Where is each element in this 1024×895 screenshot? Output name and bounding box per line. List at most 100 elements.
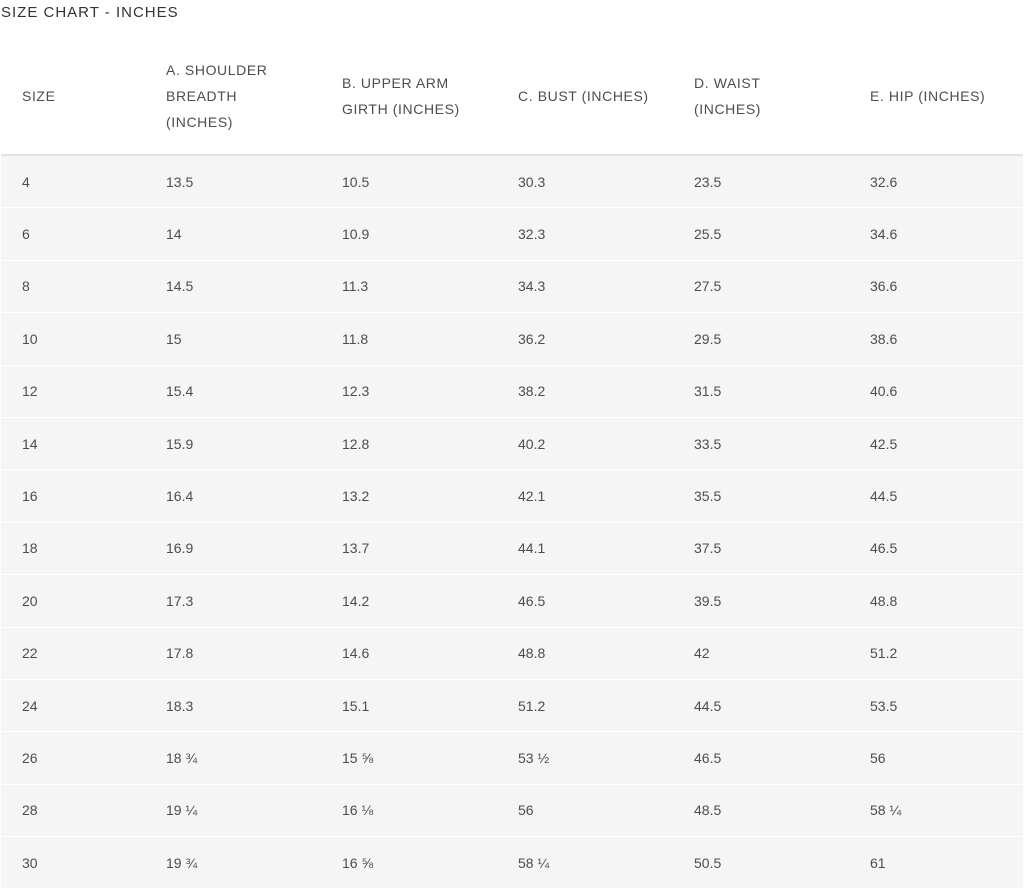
cell-bust: 51.2 [518, 697, 546, 714]
cell-waist: 50.5 [694, 854, 722, 871]
header-size: SIZE [22, 37, 162, 154]
cell-upper-arm-girth: 15.1 [342, 697, 370, 714]
cell-shoulder-breadth: 17.3 [166, 592, 194, 609]
table-row: 8 14.5 11.3 34.3 27.5 36.6 [1, 260, 1023, 314]
cell-shoulder-breadth: 14.5 [166, 278, 194, 295]
cell-upper-arm-girth: 14.6 [342, 645, 370, 662]
cell-size: 22 [22, 645, 38, 662]
cell-waist: 31.5 [694, 383, 722, 400]
cell-bust: 53 ½ [518, 749, 550, 766]
cell-size: 28 [22, 802, 38, 819]
cell-bust: 46.5 [518, 592, 546, 609]
cell-waist: 25.5 [694, 226, 722, 243]
cell-upper-arm-girth: 13.2 [342, 488, 370, 505]
cell-shoulder-breadth: 15.9 [166, 435, 194, 452]
cell-size: 20 [22, 592, 38, 609]
cell-waist: 35.5 [694, 488, 722, 505]
table-row: 24 18.3 15.1 51.2 44.5 53.5 [1, 679, 1023, 733]
cell-shoulder-breadth: 15 [166, 330, 182, 347]
table-row: 26 18 ¾ 15 ⅝ 53 ½ 46.5 56 [1, 732, 1023, 785]
cell-waist: 29.5 [694, 330, 722, 347]
header-line: D. WAIST [694, 74, 761, 91]
cell-hip: 53.5 [870, 697, 898, 714]
cell-hip: 34.6 [870, 226, 898, 243]
cell-hip: 51.2 [870, 645, 898, 662]
cell-hip: 61 [870, 854, 886, 871]
cell-bust: 30.3 [518, 173, 546, 190]
cell-waist: 42 [694, 645, 710, 662]
header-bust: C. BUST (INCHES) [518, 37, 688, 154]
header-line: C. BUST (INCHES) [518, 87, 649, 104]
header-line: (INCHES) [694, 100, 762, 117]
cell-waist: 46.5 [694, 749, 722, 766]
cell-bust: 32.3 [518, 226, 546, 243]
cell-upper-arm-girth: 10.9 [342, 226, 370, 243]
header-line: E. HIP (INCHES) [870, 87, 986, 104]
table-row: 20 17.3 14.2 46.5 39.5 48.8 [1, 575, 1023, 628]
cell-size: 16 [22, 488, 38, 505]
cell-upper-arm-girth: 12.8 [342, 435, 370, 452]
cell-size: 26 [22, 749, 38, 766]
table-body: 4 13.5 10.5 30.3 23.5 32.6 6 14 10.9 32.3 25.5 34.6… [1, 156, 1023, 890]
cell-shoulder-breadth: 16.4 [166, 488, 194, 505]
header-line: SIZE [22, 87, 56, 104]
cell-size: 12 [22, 383, 38, 400]
page-title: SIZE CHART - INCHES [1, 4, 179, 21]
cell-waist: 39.5 [694, 592, 722, 609]
cell-bust: 48.8 [518, 645, 546, 662]
cell-waist: 44.5 [694, 697, 722, 714]
cell-size: 24 [22, 697, 38, 714]
cell-shoulder-breadth: 16.9 [166, 540, 194, 557]
cell-bust: 40.2 [518, 435, 546, 452]
header-waist: D. WAIST (INCHES) [694, 37, 864, 154]
cell-upper-arm-girth: 11.8 [342, 330, 369, 347]
table-row: 4 13.5 10.5 30.3 23.5 32.6 [1, 156, 1023, 209]
table-row: 28 19 ¼ 16 ⅛ 56 48.5 58 ¼ [1, 784, 1023, 838]
cell-size: 4 [22, 173, 30, 190]
cell-upper-arm-girth: 15 ⅝ [342, 749, 374, 766]
cell-bust: 44.1 [518, 540, 546, 557]
cell-shoulder-breadth: 13.5 [166, 173, 194, 190]
cell-shoulder-breadth: 19 ¾ [166, 854, 198, 871]
table-row: 6 14 10.9 32.3 25.5 34.6 [1, 208, 1023, 261]
cell-waist: 33.5 [694, 435, 722, 452]
cell-bust: 36.2 [518, 330, 546, 347]
cell-bust: 56 [518, 802, 534, 819]
cell-hip: 58 ¼ [870, 802, 902, 819]
header-line: (INCHES) [166, 113, 234, 130]
cell-waist: 48.5 [694, 802, 722, 819]
cell-hip: 40.6 [870, 383, 898, 400]
cell-upper-arm-girth: 13.7 [342, 540, 370, 557]
header-upper-arm-girth: B. UPPER ARM GIRTH (INCHES) [342, 37, 512, 154]
header-line: A. SHOULDER [166, 61, 268, 78]
cell-waist: 23.5 [694, 173, 722, 190]
header-line: B. UPPER ARM [342, 74, 449, 91]
cell-shoulder-breadth: 14 [166, 226, 182, 243]
cell-size: 8 [22, 278, 30, 295]
cell-shoulder-breadth: 15.4 [166, 383, 194, 400]
table-row: 22 17.8 14.6 48.8 42 51.2 [1, 627, 1023, 680]
table-row: 10 15 11.8 36.2 29.5 38.6 [1, 313, 1023, 366]
cell-hip: 42.5 [870, 435, 898, 452]
size-chart-table: SIZE A. SHOULDER BREADTH (INCHES) B. UPPER A… [1, 37, 1023, 890]
cell-bust: 34.3 [518, 278, 546, 295]
cell-bust: 42.1 [518, 488, 546, 505]
cell-shoulder-breadth: 19 ¼ [166, 802, 198, 819]
cell-upper-arm-girth: 11.3 [342, 278, 369, 295]
table-row: 12 15.4 12.3 38.2 31.5 40.6 [1, 365, 1023, 418]
cell-size: 18 [22, 540, 38, 557]
header-line: GIRTH (INCHES) [342, 100, 460, 117]
cell-shoulder-breadth: 18.3 [166, 697, 194, 714]
cell-waist: 27.5 [694, 278, 722, 295]
cell-shoulder-breadth: 18 ¾ [166, 749, 198, 766]
cell-upper-arm-girth: 12.3 [342, 383, 370, 400]
cell-bust: 38.2 [518, 383, 546, 400]
cell-size: 10 [22, 330, 38, 347]
cell-upper-arm-girth: 10.5 [342, 173, 370, 190]
table-row: 14 15.9 12.8 40.2 33.5 42.5 [1, 417, 1023, 471]
cell-hip: 56 [870, 749, 886, 766]
header-line: BREADTH [166, 87, 238, 104]
table-row: 16 16.4 13.2 42.1 35.5 44.5 [1, 470, 1023, 523]
cell-hip: 46.5 [870, 540, 898, 557]
cell-hip: 48.8 [870, 592, 898, 609]
